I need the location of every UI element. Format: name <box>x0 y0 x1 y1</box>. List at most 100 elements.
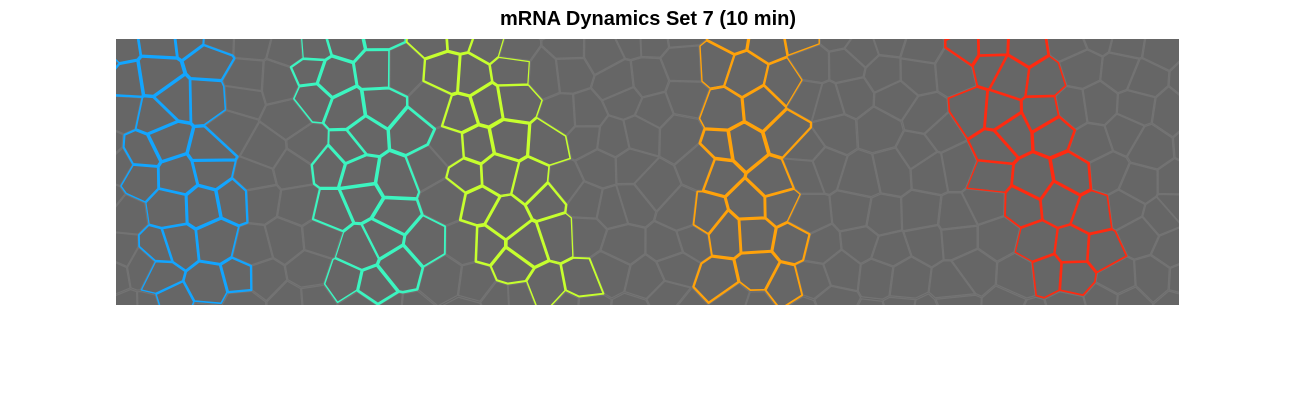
background-cell <box>811 80 845 123</box>
background-cell <box>1108 39 1146 59</box>
background-cell <box>812 146 848 196</box>
background-cell <box>857 298 884 305</box>
cell-tissue-image <box>116 39 1179 305</box>
background-cell <box>258 98 313 141</box>
background-cell <box>873 39 907 58</box>
highlighted-cell-outline <box>219 256 253 294</box>
background-cell <box>600 223 646 266</box>
background-cell <box>239 121 287 170</box>
background-cell <box>677 287 709 305</box>
background-cell <box>667 39 707 48</box>
background-cell <box>284 249 333 288</box>
highlighted-cell-outline <box>527 117 571 166</box>
highlighted-cell-outline <box>524 181 568 223</box>
highlighted-cell-outline <box>692 255 740 304</box>
background-cell <box>653 184 698 231</box>
background-cell <box>914 293 938 305</box>
background-cell <box>788 295 817 305</box>
highlighted-cell-outline <box>1059 261 1098 296</box>
background-cell <box>193 302 222 305</box>
background-cell <box>221 57 264 92</box>
highlighted-cell-stripes <box>116 39 1128 305</box>
background-cell <box>596 184 629 230</box>
background-cell <box>583 39 626 76</box>
background-cell <box>611 292 650 305</box>
background-cell <box>935 294 982 305</box>
highlighted-cell-outline <box>155 280 195 305</box>
highlighted-cell-outline <box>764 261 804 305</box>
background-cell <box>116 288 138 305</box>
background-cell <box>1115 216 1160 260</box>
background-cell <box>528 45 561 100</box>
background-cell <box>615 39 642 61</box>
background-cell <box>596 115 630 158</box>
background-cell <box>574 148 617 189</box>
background-cell <box>645 220 684 262</box>
background-cell <box>1107 189 1146 231</box>
background-cell <box>417 177 466 227</box>
background-cell <box>498 39 542 62</box>
background-cell <box>232 156 277 191</box>
background-cell <box>870 230 912 267</box>
background-cell <box>1023 296 1047 305</box>
background-cell <box>489 56 530 86</box>
background-cell <box>822 249 861 292</box>
highlighted-cell-outline <box>489 246 536 285</box>
highlighted-cell-outline <box>1054 224 1090 263</box>
background-cell <box>224 85 267 120</box>
background-cell <box>857 258 894 300</box>
background-cell <box>895 130 938 170</box>
background-cell <box>266 280 303 305</box>
background-cell <box>1116 286 1154 305</box>
background-cell <box>116 193 149 235</box>
background-cell <box>835 76 875 120</box>
highlighted-cell-outline <box>784 39 820 56</box>
highlighted-cell-outline <box>764 188 801 228</box>
background-cell <box>829 190 872 232</box>
background-cell <box>590 58 634 101</box>
background-cell <box>634 91 674 129</box>
highlighted-cell-outline <box>560 256 605 298</box>
background-cell <box>811 114 858 156</box>
highlighted-cell-outline <box>1006 39 1051 69</box>
background-cell <box>901 91 949 135</box>
background-cell <box>995 252 1037 299</box>
background-cell <box>640 39 670 58</box>
background-cell <box>1156 193 1179 223</box>
background-cell <box>856 106 904 154</box>
highlighted-cell-outline <box>966 128 1019 165</box>
background-cell <box>978 39 1009 56</box>
background-cell <box>565 126 601 161</box>
background-cell <box>572 87 609 127</box>
background-cell <box>1118 162 1158 205</box>
background-cell <box>844 39 880 68</box>
background-cell <box>889 256 932 299</box>
background-cell <box>615 148 660 185</box>
highlighted-cell-outline <box>122 128 162 168</box>
highlighted-cell-outline <box>161 223 200 272</box>
background-cell <box>940 140 978 193</box>
highlighted-cell-outline <box>966 160 1014 193</box>
highlighted-cell-outline <box>738 217 777 254</box>
highlighted-cell-outline <box>376 244 425 294</box>
highlighted-cell-outline <box>1010 151 1055 201</box>
highlighted-cell-outline <box>362 39 407 51</box>
background-cell <box>928 260 976 299</box>
background-cell <box>828 48 866 84</box>
background-cell <box>1157 157 1179 195</box>
highlighted-cell-outline <box>1086 228 1128 274</box>
background-cell <box>839 225 879 265</box>
background-cell <box>116 130 124 154</box>
highlighted-cell-outline <box>468 39 505 65</box>
background-cell <box>871 147 912 198</box>
background-cell <box>1082 80 1119 126</box>
background-cell <box>623 115 661 157</box>
background-cell <box>1089 150 1131 196</box>
background-cell <box>803 223 842 265</box>
background-cell <box>1151 85 1179 138</box>
background-cell <box>787 193 833 234</box>
highlighted-cell-outline <box>1070 189 1113 235</box>
background-cell <box>1172 132 1179 161</box>
highlighted-cell-outline <box>705 39 750 56</box>
background-cell <box>836 148 881 198</box>
